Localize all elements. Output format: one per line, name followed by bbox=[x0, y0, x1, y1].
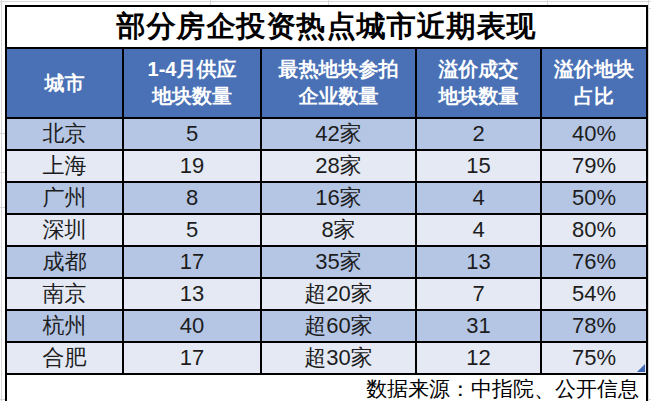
table-row: 南京 13 超20家 7 54% bbox=[6, 278, 647, 310]
cell-premium-deals: 4 bbox=[416, 182, 541, 214]
spreadsheet-canvas: 部分房企投资热点城市近期表现 城市 1-4月供应 地块数量 最热地块参拍 企业数… bbox=[0, 0, 651, 401]
cell-premium-deals: 7 bbox=[416, 278, 541, 310]
header-line: 占比 bbox=[542, 83, 646, 110]
cell-bidders: 28家 bbox=[261, 150, 416, 182]
table-row: 广州 8 16家 4 50% bbox=[6, 182, 647, 214]
cell-premium-ratio: 78% bbox=[541, 310, 647, 342]
table-row: 深圳 5 8家 4 80% bbox=[6, 214, 647, 246]
cell-supply: 40 bbox=[123, 310, 261, 342]
cell-premium-deals: 13 bbox=[416, 246, 541, 278]
col-header-supply: 1-4月供应 地块数量 bbox=[123, 48, 261, 118]
col-header-premium-deals: 溢价成交 地块数量 bbox=[416, 48, 541, 118]
sheet-gridline bbox=[1, 0, 2, 401]
cell-premium-ratio: 75% bbox=[541, 342, 647, 374]
table-header-row: 城市 1-4月供应 地块数量 最热地块参拍 企业数量 溢价成交 地块数量 溢价地… bbox=[6, 48, 647, 118]
cell-supply: 5 bbox=[123, 214, 261, 246]
cell-premium-deals: 2 bbox=[416, 118, 541, 150]
cell-value: 75% bbox=[572, 345, 616, 370]
table-row: 合肥 17 超30家 12 75% bbox=[6, 342, 647, 374]
header-line: 地块数量 bbox=[417, 83, 540, 110]
flash-fill-indicator bbox=[637, 364, 645, 372]
table-title: 部分房企投资热点城市近期表现 bbox=[6, 6, 647, 48]
cell-city: 北京 bbox=[6, 118, 123, 150]
cell-supply: 8 bbox=[123, 182, 261, 214]
cell-premium-ratio: 79% bbox=[541, 150, 647, 182]
cell-premium-deals: 4 bbox=[416, 214, 541, 246]
cell-premium-ratio: 40% bbox=[541, 118, 647, 150]
cell-premium-deals: 31 bbox=[416, 310, 541, 342]
hot-cities-table: 部分房企投资热点城市近期表现 城市 1-4月供应 地块数量 最热地块参拍 企业数… bbox=[5, 5, 648, 401]
cell-bidders: 42家 bbox=[261, 118, 416, 150]
cell-premium-ratio: 50% bbox=[541, 182, 647, 214]
cell-bidders: 超20家 bbox=[261, 278, 416, 310]
cell-supply: 5 bbox=[123, 118, 261, 150]
cell-premium-deals: 15 bbox=[416, 150, 541, 182]
table-row: 成都 17 35家 13 76% bbox=[6, 246, 647, 278]
cell-supply: 19 bbox=[123, 150, 261, 182]
cell-premium-deals: 12 bbox=[416, 342, 541, 374]
header-line: 溢价地块 bbox=[542, 56, 646, 83]
sheet-gridline bbox=[0, 1, 651, 2]
table-row: 北京 5 42家 2 40% bbox=[6, 118, 647, 150]
cell-supply: 17 bbox=[123, 246, 261, 278]
cell-premium-ratio: 80% bbox=[541, 214, 647, 246]
cell-city: 杭州 bbox=[6, 310, 123, 342]
header-line: 地块数量 bbox=[124, 83, 260, 110]
col-header-city: 城市 bbox=[6, 48, 123, 118]
sheet-gridline bbox=[648, 0, 649, 401]
data-source: 数据来源：中指院、公开信息 bbox=[6, 374, 647, 401]
cell-premium-ratio: 76% bbox=[541, 246, 647, 278]
header-line: 城市 bbox=[7, 70, 122, 97]
cell-city: 合肥 bbox=[6, 342, 123, 374]
table-row: 上海 19 28家 15 79% bbox=[6, 150, 647, 182]
cell-premium-ratio: 54% bbox=[541, 278, 647, 310]
table-footer-row: 数据来源：中指院、公开信息 bbox=[6, 374, 647, 401]
table-row: 杭州 40 超60家 31 78% bbox=[6, 310, 647, 342]
cell-bidders: 超30家 bbox=[261, 342, 416, 374]
cell-bidders: 超60家 bbox=[261, 310, 416, 342]
header-line: 溢价成交 bbox=[417, 56, 540, 83]
col-header-premium-ratio: 溢价地块 占比 bbox=[541, 48, 647, 118]
cell-city: 深圳 bbox=[6, 214, 123, 246]
cell-city: 南京 bbox=[6, 278, 123, 310]
col-header-bidders: 最热地块参拍 企业数量 bbox=[261, 48, 416, 118]
table-title-row: 部分房企投资热点城市近期表现 bbox=[6, 6, 647, 48]
header-line: 最热地块参拍 bbox=[262, 56, 415, 83]
header-line: 1-4月供应 bbox=[124, 56, 260, 83]
header-line: 企业数量 bbox=[262, 83, 415, 110]
cell-bidders: 8家 bbox=[261, 214, 416, 246]
cell-city: 成都 bbox=[6, 246, 123, 278]
cell-supply: 17 bbox=[123, 342, 261, 374]
cell-city: 上海 bbox=[6, 150, 123, 182]
cell-bidders: 35家 bbox=[261, 246, 416, 278]
cell-supply: 13 bbox=[123, 278, 261, 310]
cell-bidders: 16家 bbox=[261, 182, 416, 214]
cell-city: 广州 bbox=[6, 182, 123, 214]
